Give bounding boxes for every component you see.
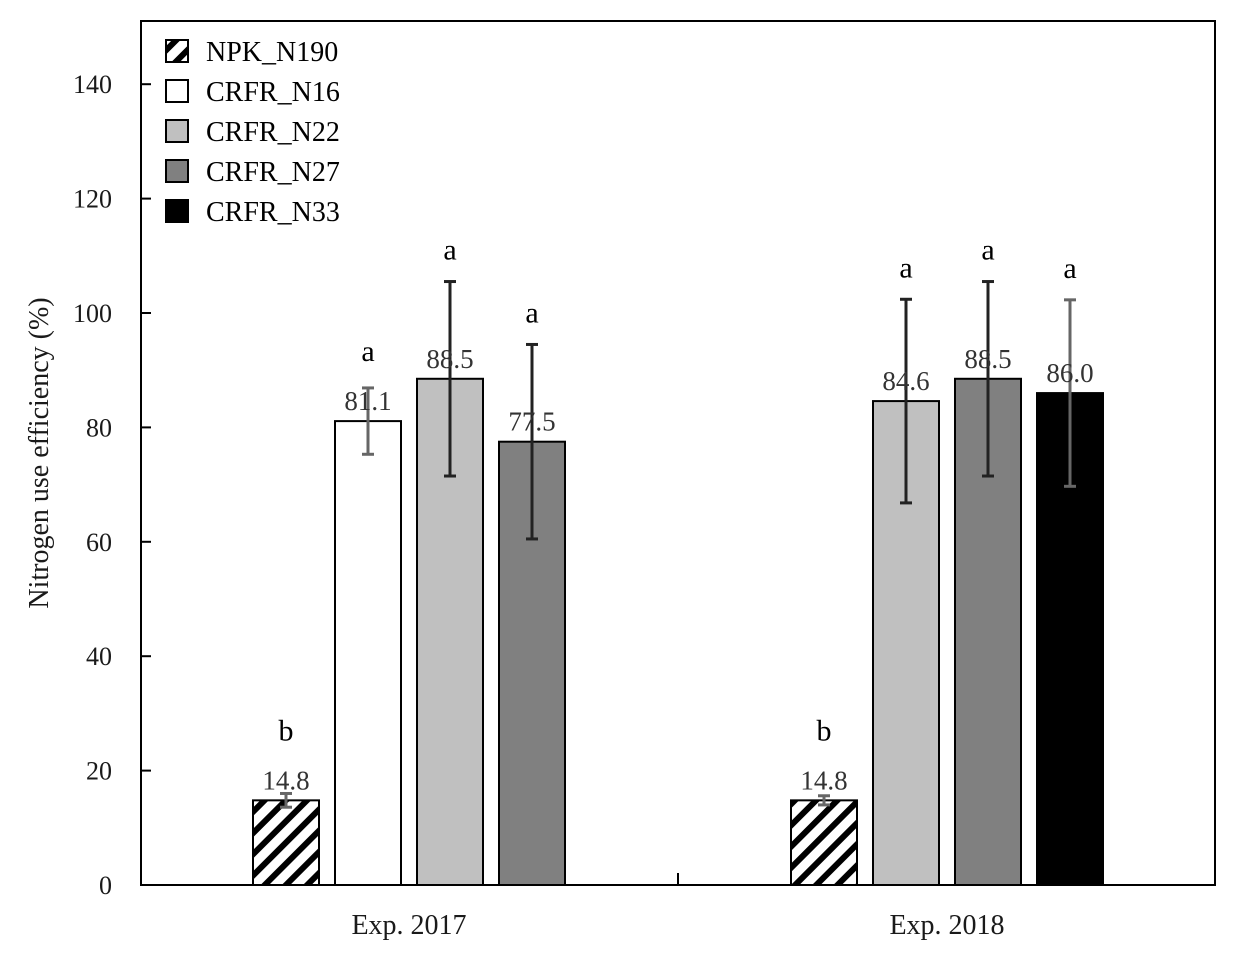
significance-letter: a — [361, 335, 374, 368]
x-category-label: Exp. 2017 — [351, 910, 466, 941]
legend-label: CRFR_N27 — [206, 157, 340, 188]
y-tick-label: 0 — [99, 871, 112, 900]
bars: 14.8 b 81.1 a 88.5 a 77.5 a 14.8 b 84.6 a 88.5 a 86.0 a — [252, 234, 1104, 886]
y-tick-label: 40 — [86, 642, 112, 671]
y-tick-label: 140 — [73, 70, 112, 99]
legend-swatch — [165, 159, 189, 183]
x-category-label: Exp. 2018 — [889, 910, 1004, 941]
data-label: 14.8 — [262, 765, 309, 795]
data-label: 77.5 — [508, 407, 555, 437]
legend-label: CRFR_N22 — [206, 117, 340, 148]
y-tick-label: 80 — [86, 413, 112, 442]
axes: Nitrogen use efficiency (%) — [24, 20, 1216, 886]
category-labels: Exp. 2017 Exp. 2018 — [351, 910, 1004, 941]
data-label: 84.6 — [882, 366, 929, 396]
data-label: 86.0 — [1046, 358, 1093, 388]
legend-swatch — [165, 39, 189, 63]
significance-letter: a — [525, 296, 538, 329]
bar — [334, 420, 402, 886]
legend-label: CRFR_N16 — [206, 77, 340, 108]
y-tick-label: 120 — [73, 185, 112, 214]
data-label: 88.5 — [426, 344, 473, 374]
significance-letter: b — [279, 714, 294, 747]
legend-swatch — [165, 199, 189, 223]
data-label: 81.1 — [344, 386, 391, 416]
legend-swatch — [165, 79, 189, 103]
data-label: 14.8 — [800, 765, 847, 795]
y-ticks: 0 20 40 60 80 100 120 140 — [73, 70, 151, 900]
bar — [790, 799, 858, 886]
y-axis-label: Nitrogen use efficiency (%) — [24, 297, 55, 608]
legend: NPK_N190 CRFR_N16 CRFR_N22 CRFR_N27 CRFR_N33 — [165, 37, 340, 228]
legend-label: NPK_N190 — [206, 37, 338, 68]
y-tick-label: 20 — [86, 757, 112, 786]
significance-letter: a — [443, 234, 456, 267]
bar — [252, 799, 320, 886]
significance-letter: a — [1063, 252, 1076, 285]
data-label: 88.5 — [964, 344, 1011, 374]
y-tick-label: 100 — [73, 299, 112, 328]
y-tick-label: 60 — [86, 528, 112, 557]
significance-letter: a — [981, 234, 994, 267]
significance-letter: a — [899, 251, 912, 284]
legend-swatch — [165, 119, 189, 143]
significance-letter: b — [817, 714, 832, 747]
legend-label: CRFR_N33 — [206, 197, 340, 228]
